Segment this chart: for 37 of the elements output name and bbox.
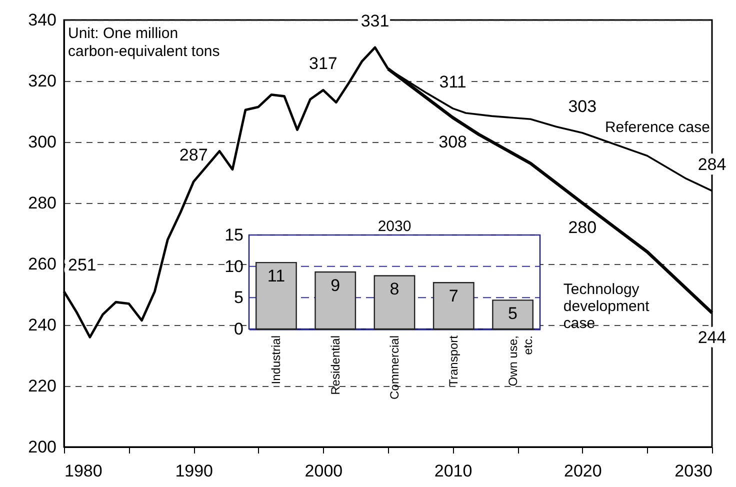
y-tick-label: 300 [28,132,56,152]
data-label: 7 [448,286,458,306]
x-tick-label: 1990 [175,462,214,480]
x-tick-label: Own use, etc. [506,336,535,386]
data-label: 251 [68,255,96,274]
x-tick-label: 2010 [434,462,472,480]
data-label: 303 [568,96,597,116]
x-tick-label: Transport [446,334,461,386]
y-tick-label: 15 [224,226,244,244]
x-tick-label: 2000 [304,462,343,480]
y-tick-label: 320 [28,72,56,90]
y-tick-label: 340 [28,10,56,30]
y-tick-label: 240 [28,316,56,334]
y-tick-label: 200 [28,438,56,456]
y-tick-label: 10 [224,256,244,276]
chart-title: 2030 [378,218,412,235]
x-tick-label: 1980 [64,462,102,480]
data-label: 5 [508,304,518,324]
data-label: 317 [309,54,338,74]
x-tick-label: 2020 [564,462,602,480]
data-label: 11 [267,266,286,286]
y-tick-label: 280 [28,194,56,212]
data-label: 9 [330,276,340,295]
x-tick-label: Residential [328,336,342,395]
series-label: Technology development case [563,281,650,332]
data-label: 280 [568,218,597,237]
x-tick-label: Commercial [388,336,402,400]
series-label: Reference case [604,118,710,136]
annotation: Unit: One million carbon-equivalent tons [68,25,220,60]
data-label: 8 [390,280,400,299]
data-label: 287 [179,146,208,165]
y-tick-label: 0 [234,320,244,338]
y-tick-label: 220 [28,376,56,396]
x-tick-label: 2030 [674,462,712,480]
y-tick-label: 5 [234,288,244,308]
y-tick-label: 260 [28,254,56,274]
x-tick-label: Industrial [269,336,284,384]
